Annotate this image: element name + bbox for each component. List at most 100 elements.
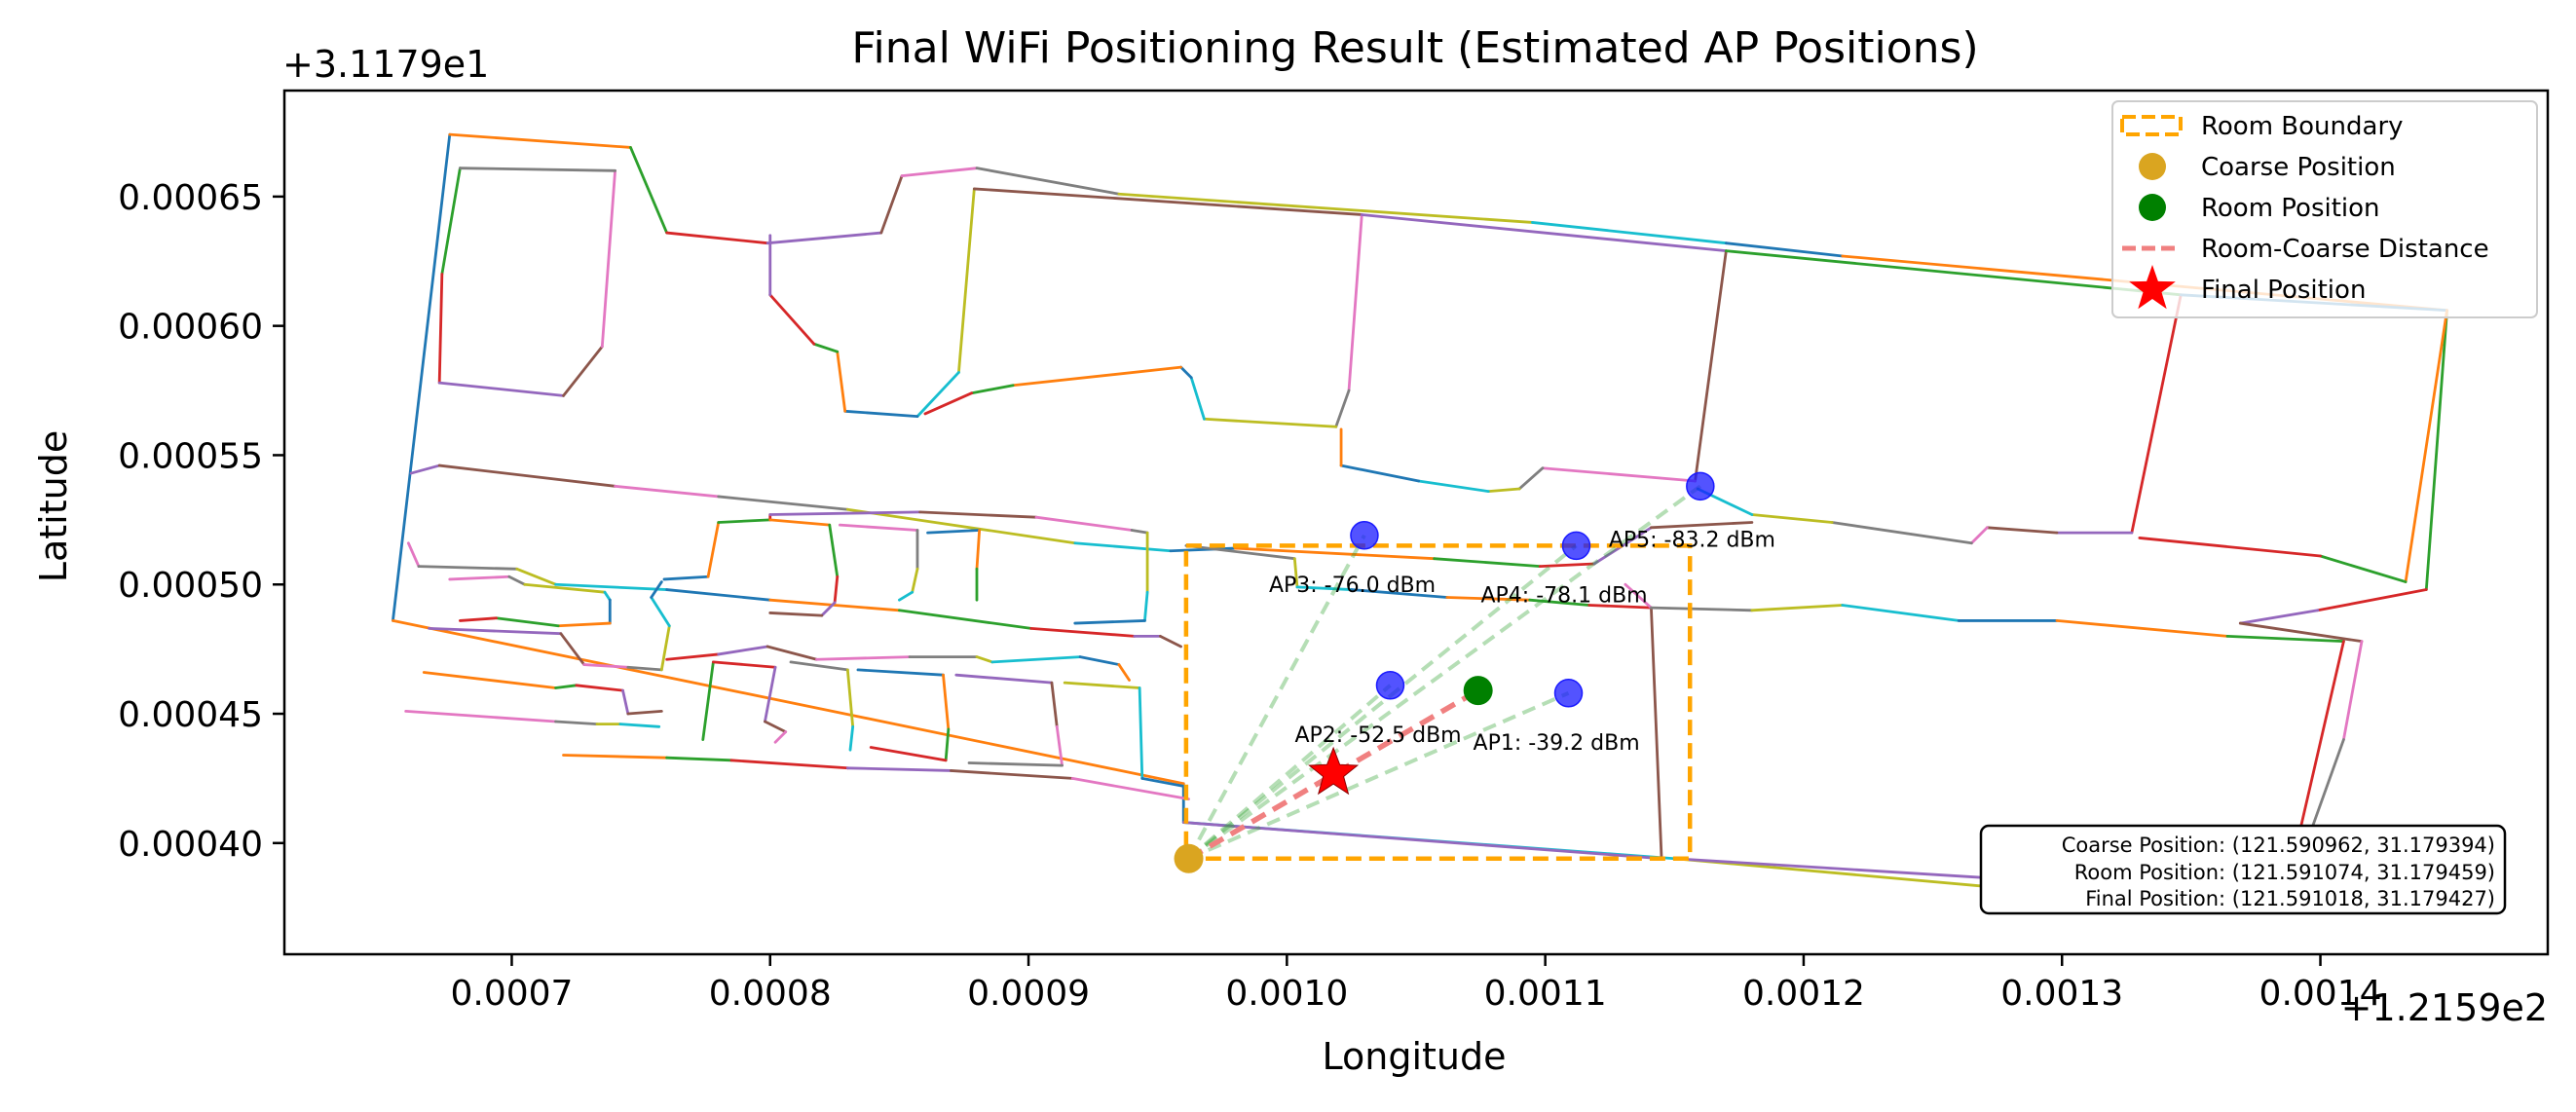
floorplan-wall <box>764 720 788 734</box>
y-tick-label: 0.00060 <box>118 308 263 348</box>
floorplan-wall <box>554 684 579 689</box>
access-point-marker <box>1686 471 1715 501</box>
floorplan-wall <box>459 167 616 172</box>
floorplan-wall <box>1070 777 1190 801</box>
x-axis-label: Longitude <box>1323 1035 1507 1078</box>
floorplan-wall <box>898 609 1033 630</box>
floorplan-wall <box>1055 724 1064 767</box>
floorplan-wall <box>1184 544 1296 561</box>
floorplan-wall <box>448 575 511 581</box>
legend-swatch-circle <box>2139 194 2166 221</box>
floorplan-wall <box>665 652 721 661</box>
y-tick-label: 0.00055 <box>118 436 263 476</box>
floorplan-wall <box>706 521 721 578</box>
x-tick-label: 0.0013 <box>2000 974 2123 1014</box>
plot-area: AP1: -39.2 dBm AP2: -52.5 dBm AP3: -76.0 d… <box>392 132 2448 914</box>
floorplan-wall <box>2238 621 2364 644</box>
floorplan-wall <box>406 541 421 569</box>
floorplan-wall <box>701 660 715 741</box>
floorplan-wall <box>1724 241 1845 258</box>
floorplan-wall <box>1130 529 1149 535</box>
floorplan-wall <box>815 655 912 661</box>
floorplan-wall <box>975 529 982 571</box>
floorplan-wall <box>2319 554 2408 583</box>
x-tick-label: 0.0012 <box>1742 974 1865 1014</box>
info-box-frame <box>1979 824 2507 915</box>
floorplan-wall <box>1339 463 1421 483</box>
floorplan-wall <box>812 342 840 353</box>
floorplan-wall <box>2342 640 2364 741</box>
floorplan-wall <box>768 612 824 617</box>
access-point-marker <box>1350 521 1379 550</box>
floorplan-wall <box>556 621 612 628</box>
floorplan-wall <box>562 754 669 760</box>
floorplan-wall <box>1433 557 1542 569</box>
floorplan-wall <box>942 673 951 731</box>
floorplan-wall <box>392 619 1185 786</box>
legend-swatch-room-boundary <box>2120 115 2183 136</box>
floorplan-wall <box>717 518 772 524</box>
floorplan-wall <box>2138 537 2322 558</box>
floorplan-wall <box>717 645 769 656</box>
access-point-label: AP2: -52.5 dBm <box>1294 723 1461 748</box>
floorplan-wall <box>1073 619 1146 625</box>
floorplan-wall <box>879 174 904 235</box>
floorplan-wall <box>944 727 951 762</box>
floorplan-wall <box>2130 293 2183 535</box>
floorplan-wall <box>1295 585 1354 591</box>
floorplan-wall <box>729 759 849 770</box>
floorplan-wall <box>495 616 560 628</box>
floorplan-wall <box>845 507 1077 545</box>
floorplan-wall <box>768 510 922 516</box>
floorplan-wall <box>1292 557 1299 589</box>
legend-label: Room-Coarse Distance <box>2201 235 2489 264</box>
legend-swatch-circle <box>2139 153 2166 180</box>
floorplan-wall <box>789 660 849 672</box>
floorplan-wall <box>972 187 1363 216</box>
ap-link-line <box>1187 684 1392 861</box>
floorplan-wall <box>1750 513 1834 524</box>
floorplan-wall <box>665 231 769 245</box>
legend-label: Room Boundary <box>2201 112 2404 141</box>
axis-ticks: 0.0007 0.0008 0.0009 0.0010 0.0011 0.0012 0.00… <box>118 178 2381 1014</box>
floorplan-wall <box>1969 526 1989 545</box>
floorplan-wall <box>1360 213 1728 253</box>
floorplan-wall <box>768 598 901 612</box>
floorplan-wall <box>1179 365 1193 380</box>
x-tick-label: 0.0010 <box>1225 974 1348 1014</box>
floorplan-wall <box>437 463 616 488</box>
floorplan-wall <box>954 673 1054 685</box>
floorplan-wall <box>765 645 818 661</box>
legend: Room Boundary Coarse Position Room Positio… <box>2111 100 2538 318</box>
floorplan-wall <box>618 723 661 728</box>
chart-title: Final WiFi Positioning Result (Estimated… <box>851 23 1978 73</box>
floorplan-wall <box>1117 663 1131 682</box>
floorplan-wall <box>417 565 519 571</box>
floorplan-wall <box>768 518 832 527</box>
y-axis-label: Latitude <box>32 430 75 582</box>
y-tick-label: 0.00065 <box>118 178 263 218</box>
floorplan-wall <box>629 146 669 235</box>
floorplan-wall <box>665 756 733 762</box>
floorplan-wall <box>845 766 952 772</box>
floorplan-wall <box>717 495 849 511</box>
floorplan-wall <box>923 391 974 416</box>
floorplan-wall <box>2238 609 2320 625</box>
floorplan-wall <box>422 671 557 689</box>
floorplan-wall <box>869 746 948 762</box>
coarse-position-marker <box>1174 843 1204 873</box>
legend-label: Coarse Position <box>2201 153 2396 182</box>
floorplan-wall <box>409 463 441 475</box>
floorplan-wall <box>665 588 772 602</box>
ap-link-line <box>1187 690 1570 861</box>
access-point-marker <box>1553 679 1584 708</box>
x-offset-label: +1.2159e2 <box>2341 986 2548 1029</box>
floorplan-wall <box>515 567 557 586</box>
floorplan-wall <box>911 567 919 594</box>
floorplan-wall <box>1750 604 1845 612</box>
floorplan-wall <box>659 624 671 672</box>
floorplan-wall <box>764 665 777 723</box>
floorplan-wall <box>404 709 557 723</box>
x-tick-label: 0.0011 <box>1484 974 1607 1014</box>
floorplan-wall <box>1117 192 1534 224</box>
